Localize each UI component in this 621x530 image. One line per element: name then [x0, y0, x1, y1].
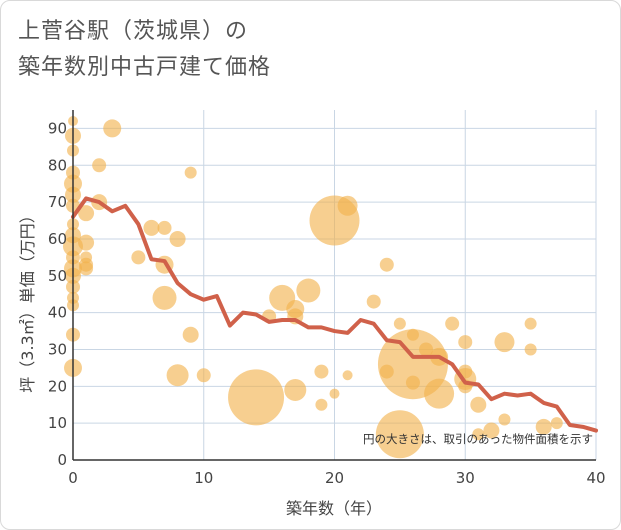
- bubble-point: [458, 335, 473, 350]
- bubble-layer: [63, 116, 563, 459]
- bubble-point: [284, 379, 307, 401]
- bubble-point: [445, 316, 460, 331]
- bubble-point: [78, 234, 95, 251]
- bubble-point: [498, 413, 511, 426]
- bubble-point: [550, 417, 563, 430]
- bubble-point: [296, 278, 321, 303]
- x-tick-label: 0: [68, 469, 78, 487]
- bubble-point: [366, 294, 381, 309]
- bubble-point: [152, 285, 177, 310]
- bubble-point: [405, 375, 420, 390]
- bubble-point: [337, 195, 358, 216]
- x-tick-label: 10: [194, 469, 213, 487]
- grid-lines: [72, 110, 597, 461]
- y-tick-label: 50: [48, 267, 67, 285]
- bubble-point: [196, 368, 211, 383]
- bubble-point: [78, 205, 95, 222]
- bubble-point: [157, 220, 172, 235]
- chart-title-line1: 上菅谷駅（茨城県）の: [18, 19, 249, 44]
- x-tick-label: 20: [325, 469, 344, 487]
- bubble-point: [393, 317, 406, 330]
- y-tick-labels: 0 10 20 30 40 50 60 70 80 90: [48, 119, 67, 469]
- bubble-point: [494, 332, 515, 353]
- x-tick-label: 30: [456, 469, 475, 487]
- chart-title-line2: 築年数別中古戸建て価格: [18, 55, 272, 80]
- bubble-point: [472, 428, 485, 441]
- bubble-point: [169, 230, 186, 247]
- bubble-point: [315, 398, 328, 411]
- bubble-point: [184, 166, 197, 179]
- y-tick-label: 90: [48, 119, 67, 137]
- axes: [72, 110, 596, 461]
- bubble-point: [103, 119, 122, 138]
- bubble-point: [92, 158, 107, 173]
- y-axis-label: 坪（3.3㎡）単価（万円）: [18, 207, 37, 392]
- y-tick-label: 10: [48, 414, 67, 432]
- bubble-point: [79, 261, 94, 276]
- bubble-point: [143, 219, 160, 236]
- average-price-line: [71, 196, 598, 433]
- x-axis-label: 築年数（年）: [286, 499, 382, 518]
- bubble-point: [524, 343, 537, 356]
- y-tick-label: 20: [48, 377, 67, 395]
- bubble-point: [329, 388, 340, 399]
- y-tick-label: 70: [48, 193, 67, 211]
- bubble-point: [166, 364, 189, 387]
- y-tick-label: 80: [48, 156, 67, 174]
- bubble-point: [228, 369, 285, 426]
- chart-title: 上菅谷駅（茨城県）の 築年数別中古戸建て価格: [18, 14, 271, 86]
- bubble-point: [406, 328, 419, 341]
- average-line-layer: [71, 196, 598, 433]
- bubble-point: [314, 364, 329, 379]
- y-tick-label: 0: [57, 451, 67, 469]
- bubble-point: [470, 396, 487, 413]
- y-tick-label: 40: [48, 304, 67, 322]
- bubble-point: [535, 418, 552, 435]
- y-tick-label: 60: [48, 230, 67, 248]
- x-tick-label: 40: [586, 469, 605, 487]
- bubble-point: [379, 257, 394, 272]
- bubble-point: [483, 422, 500, 439]
- bubble-point: [342, 370, 353, 381]
- bubble-size-note: 円の大きさは、取引のあった物件面積を示す: [363, 432, 593, 446]
- bubble-point: [419, 342, 434, 357]
- bubble-point: [424, 378, 455, 409]
- x-tick-labels: 0 10 20 30 40: [68, 469, 605, 487]
- bubble-point: [182, 326, 199, 343]
- y-tick-label: 30: [48, 340, 67, 358]
- bubble-point: [131, 250, 146, 265]
- bubble-point: [375, 410, 424, 459]
- bubble-point: [524, 317, 537, 330]
